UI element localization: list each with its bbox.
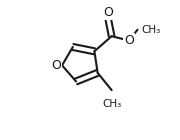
Text: CH₃: CH₃ [102,99,121,109]
Text: O: O [124,34,134,47]
Text: O: O [103,6,113,19]
Text: O: O [51,59,61,72]
Text: CH₃: CH₃ [142,25,161,35]
